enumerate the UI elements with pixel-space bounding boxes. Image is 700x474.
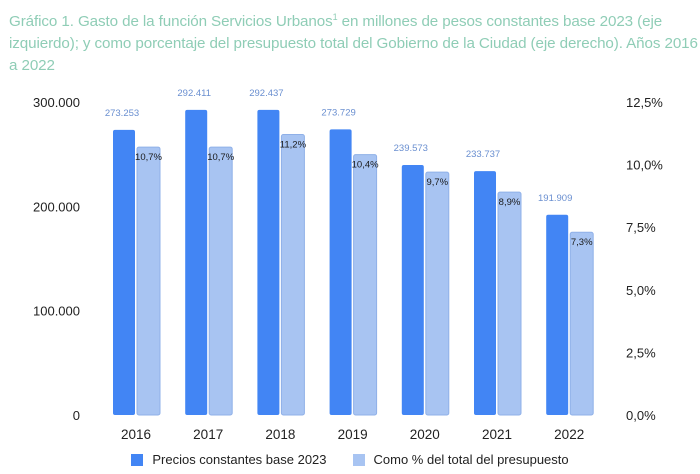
value-label-primary-2020: 239.573 [394, 143, 428, 154]
y-right-tick-label: 2,5% [626, 345, 656, 360]
bars [113, 109, 594, 416]
value-label-secondary-2018: 11,2% [280, 140, 307, 151]
y-left-tick-label: 100.000 [33, 304, 80, 319]
x-tick-label-2016: 2016 [121, 427, 151, 442]
x-tick-label-2022: 2022 [554, 427, 584, 442]
legend: Precios constantes base 2023 Como % del … [0, 452, 700, 467]
value-label-secondary-2019: 10,4% [352, 160, 379, 171]
value-label-secondary-2020: 9,7% [426, 177, 448, 188]
value-label-secondary-2021: 8,9% [499, 197, 521, 208]
value-label-primary-2016: 273.253 [105, 108, 139, 119]
bar-primary-2021 [474, 171, 496, 415]
bar-secondary-2016 [136, 146, 161, 416]
x-tick-label-2019: 2019 [338, 427, 368, 442]
value-label-primary-2021: 233.737 [466, 149, 500, 160]
bar-secondary-2021 [497, 191, 522, 416]
value-label-primary-2022: 191.909 [538, 193, 572, 204]
y-right-tick-label: 7,5% [626, 220, 656, 235]
legend-swatch-secondary [352, 453, 365, 466]
y-right-tick-label: 5,0% [626, 283, 656, 298]
bar-secondary-2019 [353, 154, 378, 416]
bar-secondary-2020 [425, 171, 450, 416]
legend-swatch-primary [131, 453, 144, 466]
legend-item-primary: Precios constantes base 2023 [131, 452, 327, 467]
x-tick-label-2017: 2017 [193, 427, 223, 442]
value-label-secondary-2016: 10,7% [135, 152, 162, 163]
x-axis: 2016 2017 2018 2019 2020 2021 2022 [121, 427, 584, 442]
x-tick-label-2021: 2021 [482, 427, 512, 442]
chart-title-rest: en millones de pesos constantes base 202… [9, 13, 698, 75]
y-left-tick-label: 0 [73, 408, 80, 423]
x-tick-label-2020: 2020 [410, 427, 440, 442]
y-left-tick-label: 200.000 [33, 199, 80, 214]
data-labels: 273.253 10,7% 292.411 10,7% 292.437 11,2% 273.… [105, 88, 593, 248]
value-label-primary-2017: 292.411 [177, 88, 211, 99]
y-right-tick-label: 10,0% [626, 158, 663, 173]
bar-secondary-2018 [280, 134, 305, 416]
chart-title: Gráfico 1. Gasto de la función Servicios… [9, 6, 699, 77]
y-right-tick-label: 12,5% [626, 95, 663, 110]
bar-secondary-2017 [208, 146, 233, 416]
bar-primary-2016 [113, 129, 135, 415]
bar-primary-2019 [329, 129, 352, 415]
value-label-primary-2019: 273.729 [321, 107, 355, 118]
value-label-primary-2018: 292.437 [249, 88, 283, 99]
bar-secondary-2022 [569, 231, 594, 416]
chart-title-main: Gráfico 1. Gasto de la función Servicios… [9, 13, 333, 31]
value-label-secondary-2022: 7,3% [571, 237, 593, 248]
chart-title-footnote-ref: 1 [332, 12, 338, 22]
legend-label-secondary: Como % del total del presupuesto [373, 452, 569, 467]
y-left-tick-label: 300.000 [33, 95, 80, 110]
bar-primary-2018 [257, 109, 280, 415]
bar-primary-2017 [185, 109, 208, 416]
legend-item-secondary: Como % del total del presupuesto [352, 452, 569, 467]
y-axis-right: 0,0% 2,5% 5,0% 7,5% 10,0% 12,5% [626, 95, 663, 423]
bar-primary-2020 [401, 165, 424, 415]
y-right-tick-label: 0,0% [626, 408, 656, 423]
x-tick-label-2018: 2018 [265, 427, 295, 442]
value-label-secondary-2017: 10,7% [207, 152, 234, 163]
y-axis-left: 0 100.000 200.000 300.000 [33, 95, 80, 423]
bar-primary-2022 [546, 214, 569, 415]
legend-label-primary: Precios constantes base 2023 [152, 452, 327, 467]
